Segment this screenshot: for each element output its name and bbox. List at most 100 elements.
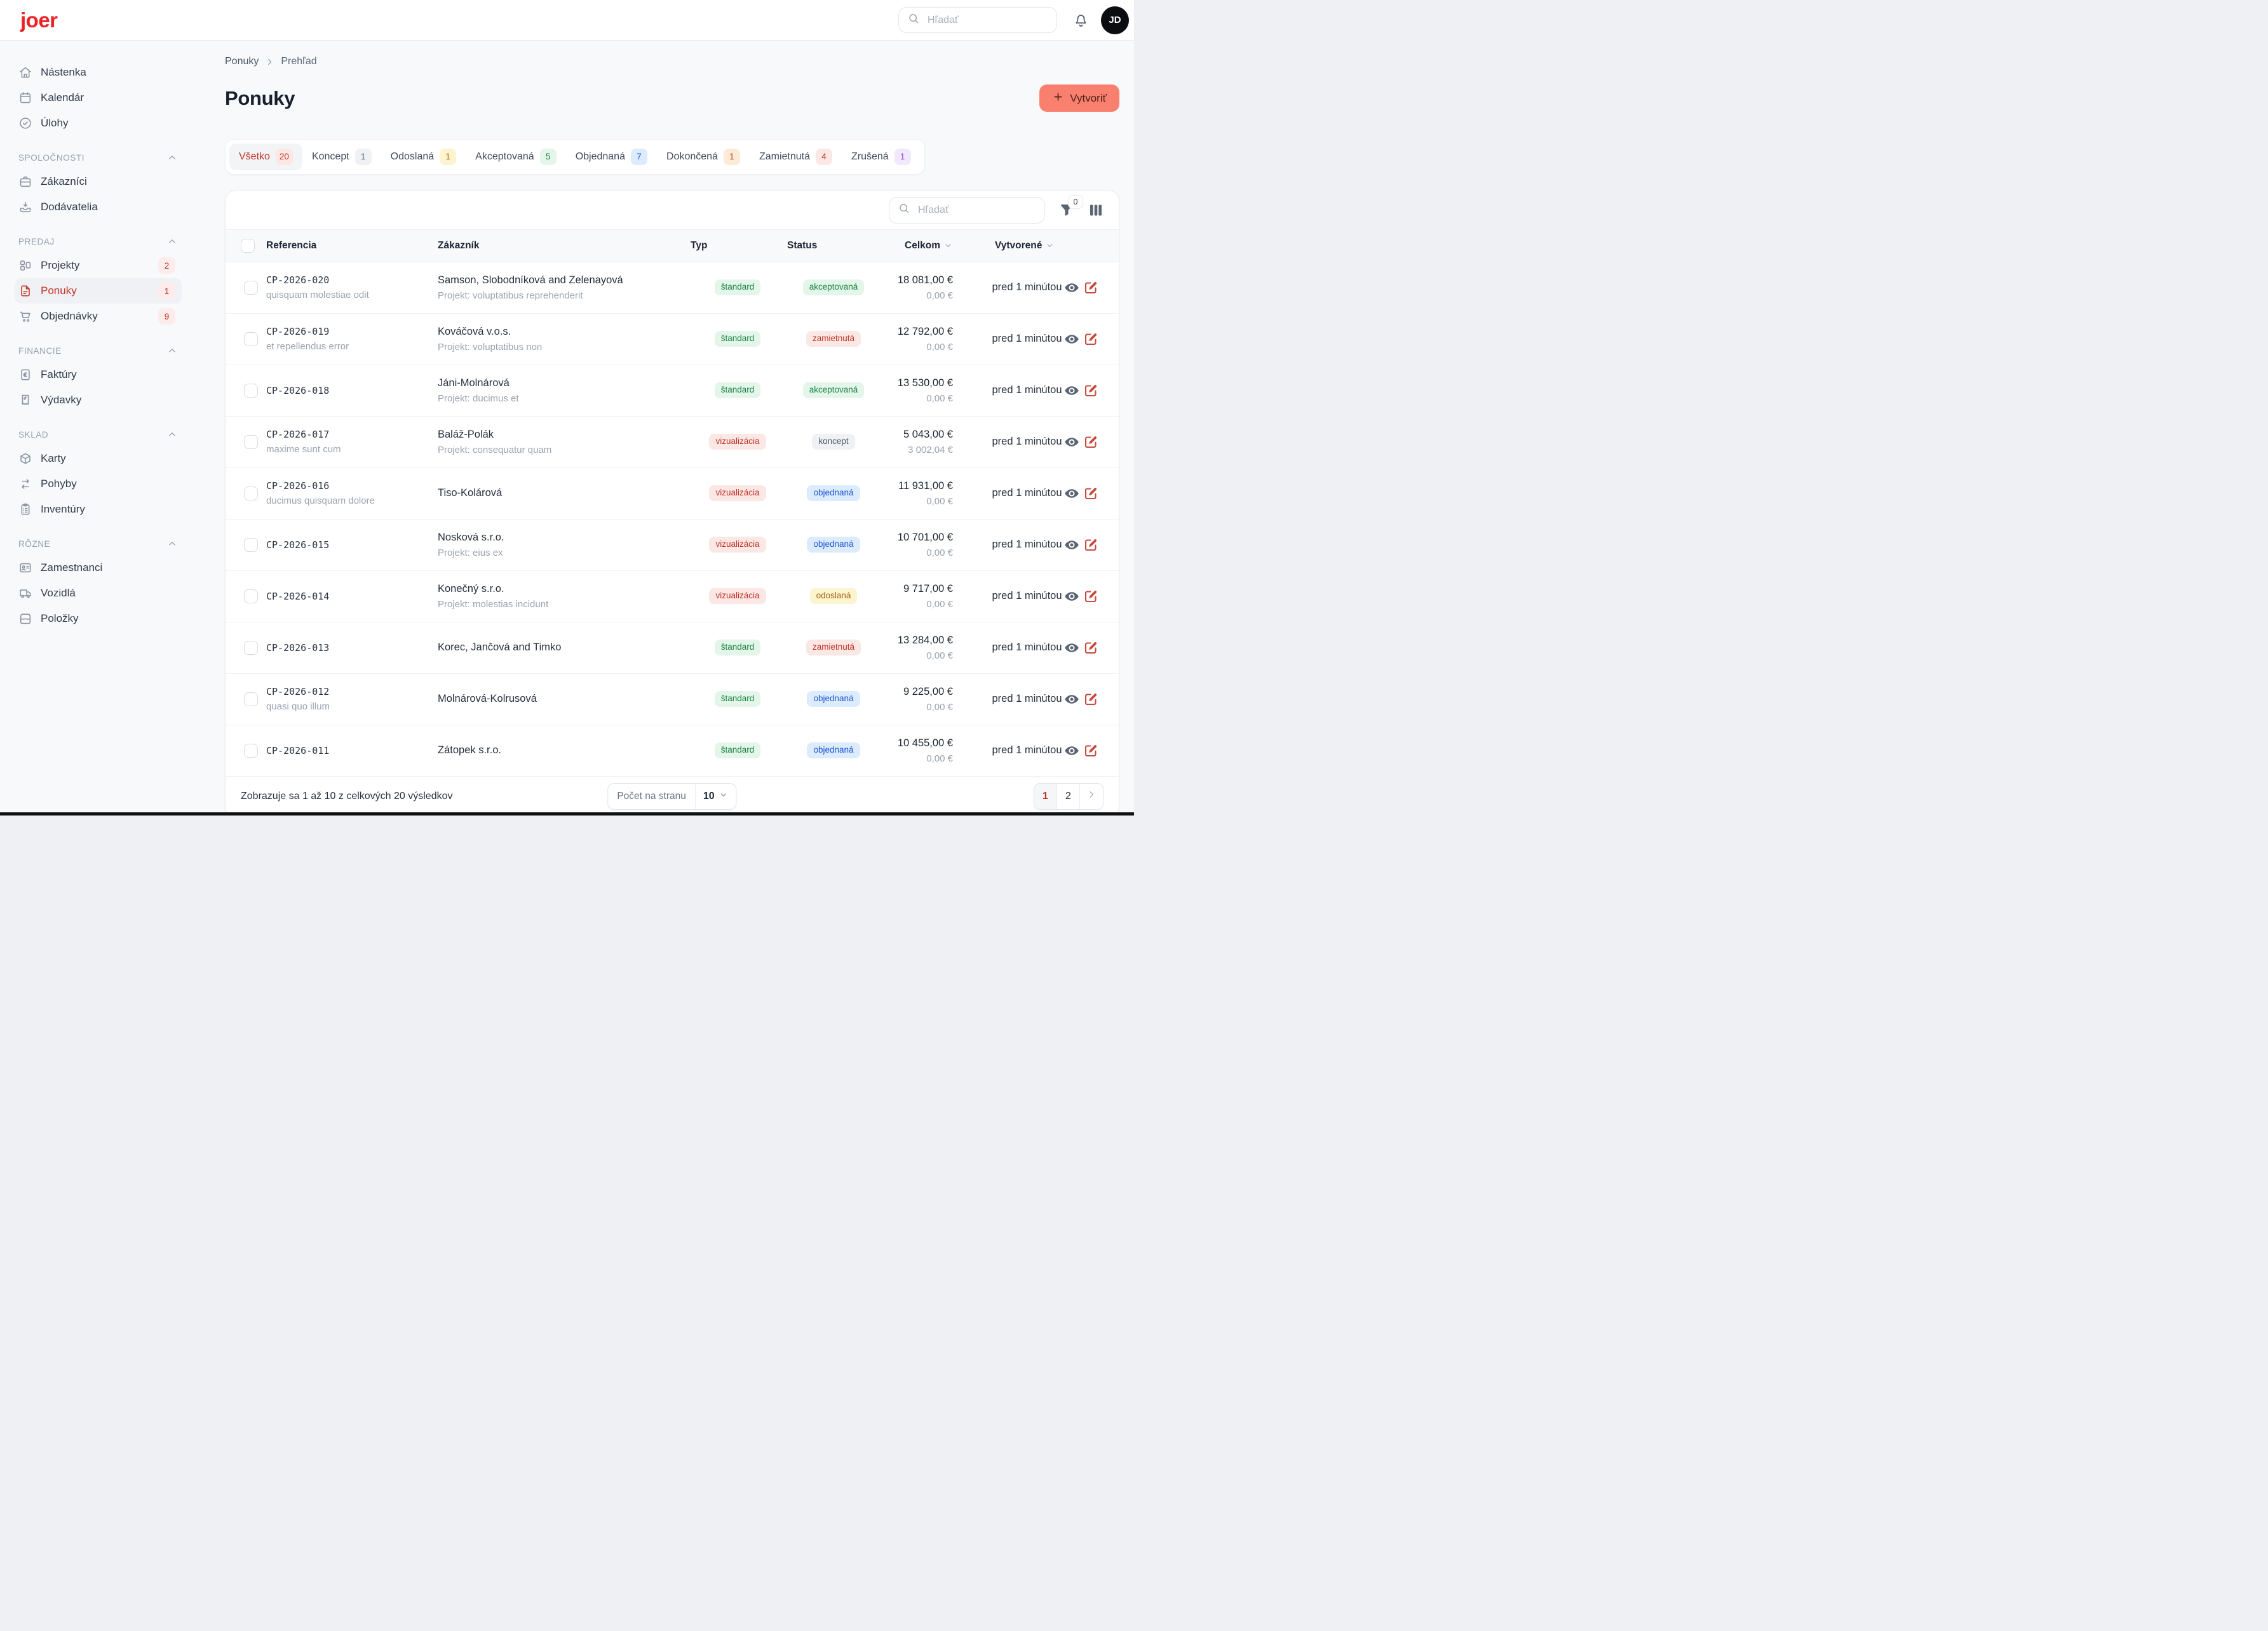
global-search-input[interactable] — [926, 13, 1048, 27]
sidebar-item-vozidla[interactable]: Vozidlá — [15, 581, 182, 606]
table-row[interactable]: CP-2026-017 maxime sunt cum Baláž-Polák Pro… — [226, 417, 1119, 468]
table-row[interactable]: CP-2026-013 Korec, Jančová and Timko štand… — [226, 622, 1119, 674]
table-search[interactable] — [889, 196, 1045, 224]
user-avatar[interactable]: JD — [1101, 6, 1129, 34]
tab-dokoncena[interactable]: Dokončená 1 — [657, 144, 750, 170]
select-all-checkbox[interactable] — [241, 238, 255, 253]
table-row[interactable]: CP-2026-014 Konečný s.r.o. Projekt: molest… — [226, 571, 1119, 622]
sidebar-item-faktury[interactable]: Faktúry — [15, 362, 182, 387]
edit-button[interactable] — [1083, 537, 1098, 553]
row-checkbox[interactable] — [244, 537, 258, 552]
tab-zrusena[interactable]: Zrušená 1 — [842, 144, 921, 170]
tab-vsetko[interactable]: Všetko 20 — [229, 143, 302, 170]
row-checkbox[interactable] — [244, 280, 258, 295]
sidebar-item-ulohy[interactable]: Úlohy — [15, 111, 182, 136]
edit-button[interactable] — [1083, 332, 1098, 347]
sidebar-item-vydavky[interactable]: Výdavky — [15, 387, 182, 413]
edit-button[interactable] — [1083, 692, 1098, 707]
row-total-secondary: 0,00 € — [926, 341, 953, 352]
sidebar-item-label: Zákazníci — [41, 175, 87, 187]
layout-grid-icon — [18, 258, 32, 272]
row-checkbox[interactable] — [244, 434, 258, 449]
view-button[interactable] — [1064, 434, 1079, 450]
sidebar-item-polozky[interactable]: Položky — [15, 606, 182, 631]
edit-button[interactable] — [1083, 589, 1098, 604]
edit-button[interactable] — [1083, 280, 1098, 295]
columns-button[interactable] — [1088, 203, 1104, 218]
table-search-input[interactable] — [917, 203, 1036, 217]
row-checkbox[interactable] — [244, 743, 258, 758]
per-page-select[interactable]: Počet na stranu 10 — [607, 782, 737, 810]
edit-button[interactable] — [1083, 434, 1098, 450]
view-button[interactable] — [1064, 537, 1079, 553]
view-button[interactable] — [1064, 383, 1079, 398]
view-button[interactable] — [1064, 280, 1079, 295]
row-project: Projekt: voluptatibus reprehenderit — [438, 290, 583, 301]
column-header-created[interactable]: Vytvorené — [953, 230, 1059, 262]
view-button[interactable] — [1064, 486, 1079, 501]
sidebar-item-kalendar[interactable]: Kalendár — [15, 85, 182, 111]
column-header-total[interactable]: Celkom — [880, 230, 953, 262]
sidebar-item-nastenka[interactable]: Nástenka — [15, 60, 182, 85]
view-button[interactable] — [1064, 743, 1079, 758]
sidebar-item-dodavatelia[interactable]: Dodávatelia — [15, 194, 182, 220]
row-checkbox[interactable] — [244, 486, 258, 500]
chevron-right-icon — [1086, 789, 1097, 803]
tab-akceptovana[interactable]: Akceptovaná 5 — [466, 144, 566, 170]
table-row[interactable]: CP-2026-012 quasi quo illum Molnárová-Kolr… — [226, 674, 1119, 725]
chevron-up-icon[interactable] — [166, 429, 178, 440]
edit-icon — [1083, 641, 1098, 657]
sidebar-item-projekty[interactable]: Projekty 2 — [15, 253, 182, 278]
sidebar-item-label: Dodávatelia — [41, 201, 98, 213]
chevron-up-icon[interactable] — [166, 538, 178, 549]
filter-button[interactable]: 0 — [1059, 194, 1083, 218]
view-button[interactable] — [1064, 692, 1079, 707]
edit-button[interactable] — [1083, 640, 1098, 655]
tab-count: 1 — [894, 148, 911, 165]
row-checkbox[interactable] — [244, 332, 258, 346]
table-row[interactable]: CP-2026-020 quisquam molestiae odit Samson… — [226, 262, 1119, 314]
table-row[interactable]: CP-2026-015 Nosková s.r.o. Projekt: eius e… — [226, 520, 1119, 571]
tab-odoslana[interactable]: Odoslaná 1 — [381, 144, 466, 170]
sidebar-item-inventury[interactable]: Inventúry — [15, 497, 182, 522]
row-customer: Konečný s.r.o. — [438, 582, 504, 594]
table-row[interactable]: CP-2026-011 Zátopek s.r.o. štandard objedna… — [226, 725, 1119, 777]
edit-icon — [1083, 281, 1098, 297]
edit-button[interactable] — [1083, 743, 1098, 758]
next-page-button[interactable] — [1080, 783, 1103, 809]
sidebar-section-rozne: RÔZNE — [0, 532, 196, 555]
create-button[interactable]: Vytvoriť — [1039, 84, 1119, 112]
sidebar-item-karty[interactable]: Karty — [15, 446, 182, 471]
chevron-up-icon[interactable] — [166, 152, 178, 163]
view-button[interactable] — [1064, 332, 1079, 347]
view-button[interactable] — [1064, 589, 1079, 604]
sidebar-item-pohyby[interactable]: Pohyby — [15, 471, 182, 497]
notifications-button[interactable] — [1072, 11, 1090, 29]
row-checkbox[interactable] — [244, 383, 258, 398]
type-badge: štandard — [714, 691, 761, 707]
tab-koncept[interactable]: Koncept 1 — [302, 144, 381, 170]
calendar-icon — [18, 91, 32, 105]
chevron-up-icon[interactable] — [166, 345, 178, 356]
row-checkbox[interactable] — [244, 692, 258, 706]
table-row[interactable]: CP-2026-019 et repellendus error Kováčová … — [226, 314, 1119, 365]
sidebar-item-zakaznici[interactable]: Zákazníci — [15, 169, 182, 194]
sidebar-item-objednavky[interactable]: Objednávky 9 — [15, 304, 182, 329]
global-search[interactable] — [898, 7, 1057, 33]
breadcrumb-item[interactable]: Ponuky — [225, 56, 259, 67]
edit-button[interactable] — [1083, 383, 1098, 398]
table-row[interactable]: CP-2026-018 Jáni-Molnárová Projekt: ducimu… — [226, 365, 1119, 417]
edit-button[interactable] — [1083, 486, 1098, 501]
row-checkbox[interactable] — [244, 589, 258, 603]
chevron-right-icon — [265, 57, 274, 67]
sidebar-item-zamestnanci[interactable]: Zamestnanci — [15, 555, 182, 581]
view-button[interactable] — [1064, 640, 1079, 655]
tab-objednana[interactable]: Objednaná 7 — [566, 144, 657, 170]
table-row[interactable]: CP-2026-016 ducimus quisquam dolore Tiso-K… — [226, 468, 1119, 520]
page-button-1[interactable]: 1 — [1034, 783, 1057, 809]
sidebar-item-ponuky[interactable]: Ponuky 1 — [15, 278, 182, 304]
page-button-2[interactable]: 2 — [1057, 783, 1080, 809]
row-checkbox[interactable] — [244, 640, 258, 655]
tab-zamietnuta[interactable]: Zamietnutá 4 — [750, 144, 842, 170]
chevron-up-icon[interactable] — [166, 236, 178, 247]
